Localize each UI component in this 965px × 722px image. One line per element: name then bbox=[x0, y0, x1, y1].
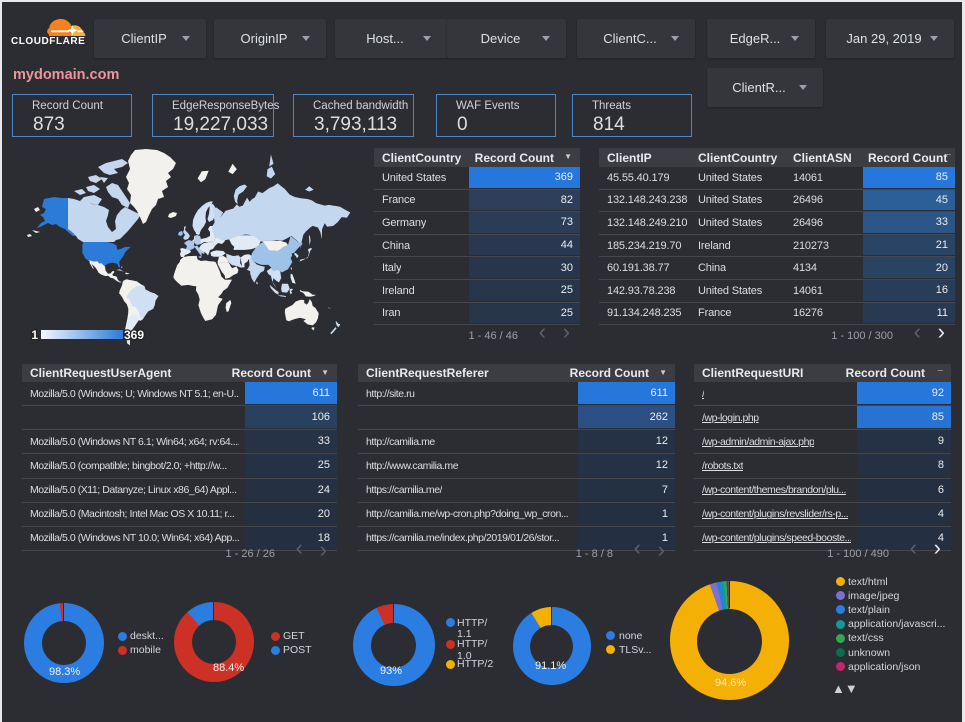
svg-text:1: 1 bbox=[31, 328, 38, 342]
svg-text:CLOUDFLARE: CLOUDFLARE bbox=[11, 36, 85, 47]
svg-text:369: 369 bbox=[124, 328, 144, 342]
